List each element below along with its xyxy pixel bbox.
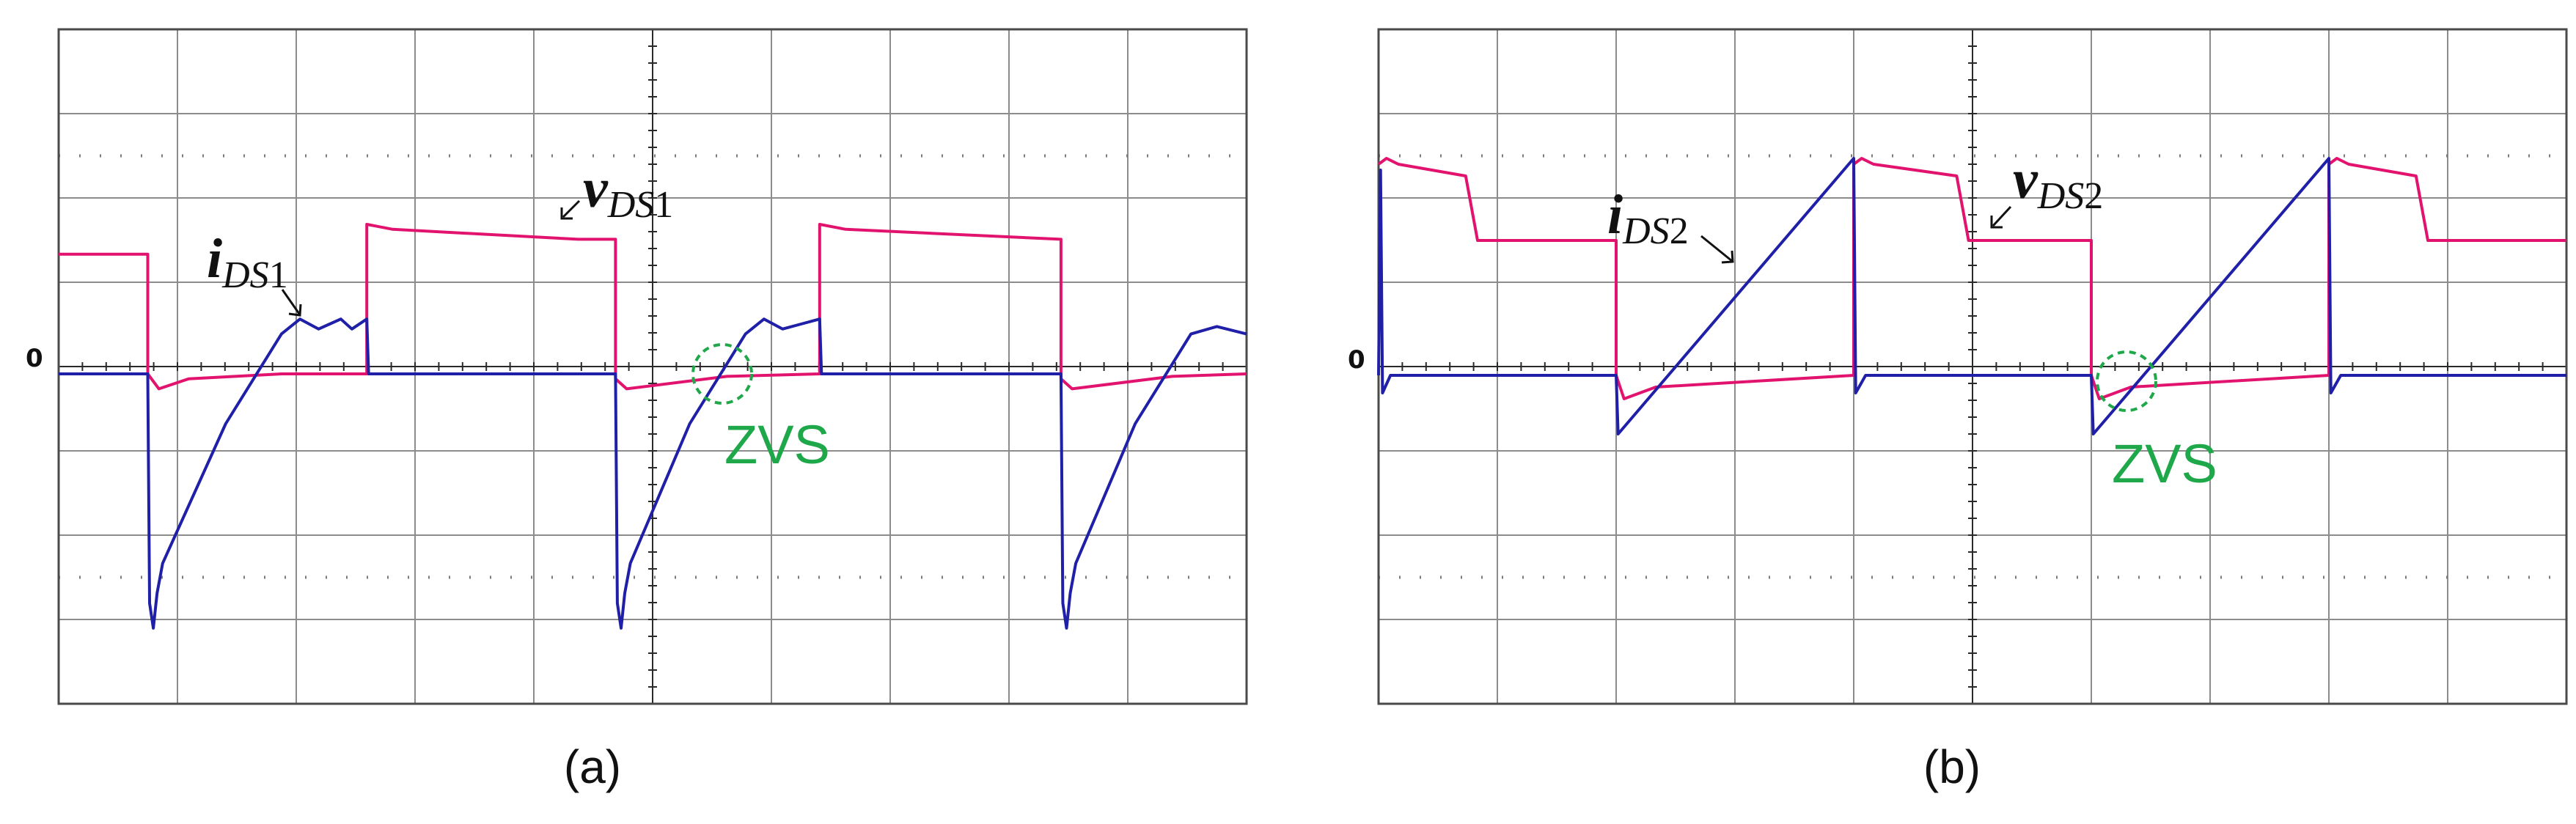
panel-b-vds2-trace xyxy=(1377,157,2566,400)
panel-a-frame xyxy=(57,28,1248,705)
panel-a-scope: 0 vDS1 iDS1 ZVS (a) xyxy=(26,28,1248,793)
panel-a-ids1-label-sub: DS xyxy=(221,254,269,296)
panel-b-zero-marker: 0 xyxy=(1348,345,1365,375)
panel-b-ids2-label: iDS2 xyxy=(1607,184,1689,252)
panel-b-vds2-label-main: v xyxy=(2013,149,2039,210)
panel-b-ids2-label-main: i xyxy=(1607,184,1623,246)
panel-b-ids2-arrow xyxy=(1700,235,1734,264)
panel-a-grid xyxy=(57,28,1248,705)
panel-a-vds1-label-sub: DS xyxy=(607,184,655,226)
panel-b-zvs-label: ZVS xyxy=(2112,433,2217,494)
panel-b-ids2-trace xyxy=(1377,157,2566,435)
panel-b-vds2-label-num: 2 xyxy=(2084,175,2103,217)
panel-a-ids1-trace xyxy=(59,317,1247,630)
panel-a-vds1-label: vDS1 xyxy=(583,158,673,226)
panel-b-grid xyxy=(1377,28,2568,705)
panel-b-ids2-label-sub: DS xyxy=(1622,210,1670,252)
panel-a-vds1-trace xyxy=(59,223,1247,391)
panel-b-scope: 0 vDS2 iDS2 ZVS (b) xyxy=(1348,28,2568,793)
panel-b-vds2-arrow xyxy=(1990,205,2012,229)
panel-a-zvs-circle xyxy=(691,343,753,405)
panel-a-ids1-label: iDS1 xyxy=(207,228,288,296)
panel-a-caption: (a) xyxy=(564,740,621,793)
panel-a-zvs-label: ZVS xyxy=(724,414,830,475)
panel-a-vds1-label-num: 1 xyxy=(654,184,673,226)
panel-b-caption: (b) xyxy=(1923,740,1981,793)
panel-a-ids1-label-num: 1 xyxy=(269,254,288,296)
panel-a-ids1-arrow xyxy=(281,289,302,317)
panel-a-zero-marker: 0 xyxy=(26,344,43,373)
panel-a-ids1-label-main: i xyxy=(207,228,222,290)
panel-b-vds2-label: vDS2 xyxy=(2013,149,2103,217)
panel-a-vds1-arrow xyxy=(560,199,581,220)
panel-b-ids2-label-num: 2 xyxy=(1670,210,1689,252)
panel-b-zvs-circle xyxy=(2096,350,2157,412)
panel-a-vds1-label-main: v xyxy=(583,158,609,219)
panel-b-vds2-label-sub: DS xyxy=(2037,175,2085,217)
